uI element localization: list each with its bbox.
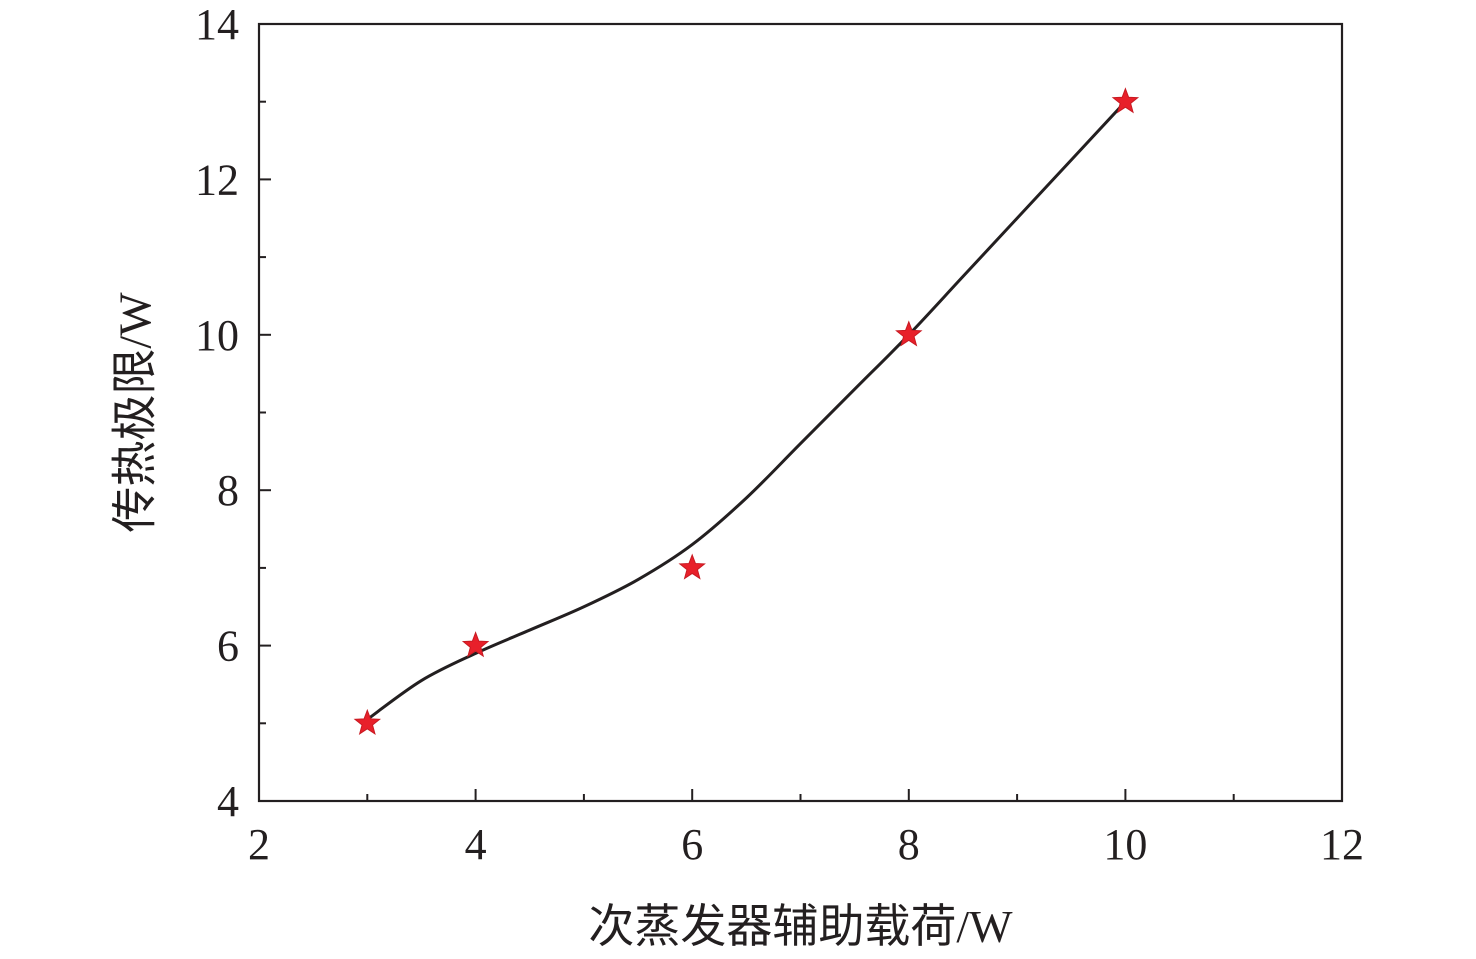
- y-tick-label: 6: [217, 622, 239, 671]
- y-tick-label: 4: [217, 777, 239, 826]
- x-axis-title: 次蒸发器辅助载荷/W: [588, 901, 1013, 952]
- data-point-star: [353, 708, 382, 735]
- plot-frame: [257, 22, 1344, 803]
- markers: [353, 87, 1140, 735]
- y-tick-label: 12: [195, 155, 239, 204]
- x-tick-label: 8: [898, 820, 920, 869]
- y-tick-label: 14: [195, 0, 239, 49]
- data-point-star: [461, 631, 490, 658]
- y-axis-title: 传热极限/W: [110, 292, 161, 533]
- x-tick-label: 2: [248, 820, 270, 869]
- x-tick-label: 6: [681, 820, 703, 869]
- plot-area: [366, 100, 1127, 721]
- y-tick-label: 10: [195, 311, 239, 360]
- data-point-star: [895, 320, 923, 347]
- x-tick-label: 12: [1320, 820, 1364, 869]
- data-point-star: [1111, 87, 1140, 114]
- y-tick-label: 8: [217, 466, 239, 515]
- x-tick-label: 4: [465, 820, 487, 869]
- data-point-star: [678, 553, 706, 580]
- x-tick-label: 10: [1103, 820, 1147, 869]
- fit-curve: [366, 100, 1127, 721]
